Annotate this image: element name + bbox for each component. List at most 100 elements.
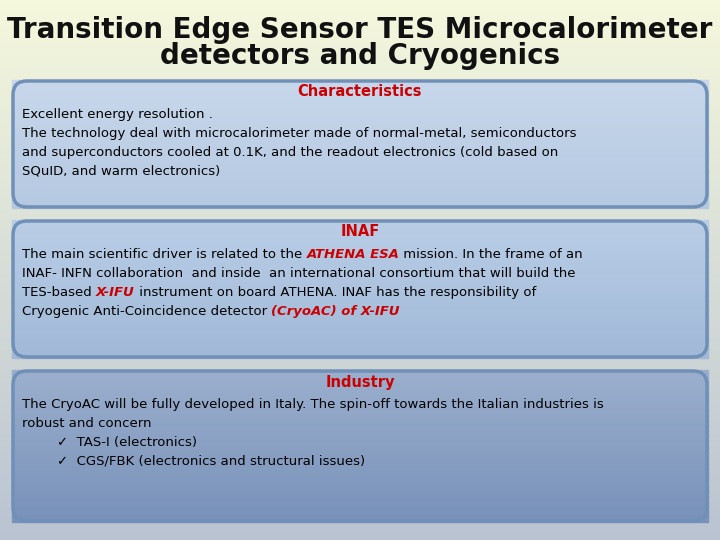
Bar xyxy=(0,523,720,526)
Bar xyxy=(12,300,708,303)
Bar xyxy=(0,318,720,321)
Bar xyxy=(12,178,708,180)
Bar xyxy=(0,363,720,367)
Bar xyxy=(0,434,720,437)
Bar xyxy=(0,504,720,508)
Bar xyxy=(12,494,708,497)
Bar xyxy=(0,353,720,356)
Bar xyxy=(12,353,708,356)
Bar xyxy=(0,291,720,294)
Bar xyxy=(12,343,708,347)
Bar xyxy=(0,242,720,246)
Bar xyxy=(12,433,708,436)
Bar xyxy=(0,453,720,456)
Bar xyxy=(0,474,720,478)
Bar xyxy=(12,312,708,314)
Bar xyxy=(0,77,720,81)
Bar xyxy=(12,222,708,225)
Bar xyxy=(12,101,708,104)
Bar xyxy=(12,277,708,280)
Bar xyxy=(0,412,720,416)
Bar xyxy=(12,474,708,476)
Bar xyxy=(0,110,720,113)
Bar xyxy=(0,444,720,448)
Bar xyxy=(0,247,720,251)
Bar xyxy=(0,210,720,213)
Bar xyxy=(0,7,720,11)
Bar xyxy=(0,374,720,378)
Bar xyxy=(12,428,708,431)
Bar xyxy=(12,173,708,176)
Bar xyxy=(0,331,720,335)
Bar xyxy=(0,245,720,248)
Bar xyxy=(12,456,708,458)
Bar xyxy=(0,150,720,154)
Bar xyxy=(0,307,720,310)
Bar xyxy=(12,171,708,174)
Bar xyxy=(12,448,708,451)
Bar xyxy=(0,355,720,359)
Bar xyxy=(0,299,720,302)
Bar xyxy=(0,231,720,235)
Bar xyxy=(12,152,708,154)
Bar xyxy=(0,296,720,300)
Bar xyxy=(0,498,720,502)
Bar xyxy=(0,536,720,540)
Bar xyxy=(0,23,720,27)
Bar xyxy=(12,478,708,482)
Bar xyxy=(12,201,708,204)
Bar xyxy=(0,0,720,3)
Bar xyxy=(12,413,708,416)
Bar xyxy=(12,88,708,91)
Bar xyxy=(0,145,720,148)
Bar xyxy=(12,231,708,234)
Bar xyxy=(12,107,708,110)
Bar xyxy=(12,458,708,461)
Bar xyxy=(12,256,708,259)
Bar xyxy=(0,69,720,73)
Bar xyxy=(0,21,720,24)
Bar xyxy=(0,528,720,532)
Bar xyxy=(12,305,708,307)
Bar xyxy=(12,79,708,82)
Bar xyxy=(0,99,720,103)
Text: The CryoAC will be fully developed in Italy. The spin-off towards the Italian in: The CryoAC will be fully developed in It… xyxy=(22,398,604,411)
Bar xyxy=(0,253,720,256)
Bar xyxy=(12,254,708,257)
Bar xyxy=(0,250,720,254)
Bar xyxy=(0,215,720,219)
Bar xyxy=(0,134,720,138)
Bar xyxy=(12,328,708,330)
Bar xyxy=(12,382,708,385)
Bar xyxy=(12,245,708,248)
Bar xyxy=(0,490,720,494)
Text: SQuID, and warm electronics): SQuID, and warm electronics) xyxy=(22,165,220,178)
Bar xyxy=(0,274,720,278)
Bar xyxy=(12,314,708,316)
Text: INAF- INFN collaboration  and inside  an international consortium that will buil: INAF- INFN collaboration and inside an i… xyxy=(22,267,575,280)
Bar xyxy=(0,2,720,5)
Bar xyxy=(0,172,720,176)
Bar xyxy=(12,307,708,310)
Bar xyxy=(12,252,708,254)
Bar xyxy=(0,469,720,472)
Bar xyxy=(0,93,720,97)
Text: Industry: Industry xyxy=(325,375,395,389)
Bar xyxy=(0,85,720,89)
Bar xyxy=(0,91,720,94)
Bar xyxy=(12,319,708,321)
Text: detectors and Cryogenics: detectors and Cryogenics xyxy=(160,42,560,70)
Bar xyxy=(12,496,708,499)
Bar xyxy=(12,131,708,133)
Bar xyxy=(12,390,708,393)
Bar xyxy=(0,88,720,92)
Bar xyxy=(12,281,708,285)
Bar xyxy=(12,203,708,206)
Bar xyxy=(12,516,708,519)
Bar xyxy=(0,312,720,316)
Text: TES-based: TES-based xyxy=(22,286,96,299)
Bar xyxy=(0,361,720,365)
Bar xyxy=(12,387,708,390)
Text: INAF: INAF xyxy=(341,225,379,240)
Bar xyxy=(12,122,708,125)
